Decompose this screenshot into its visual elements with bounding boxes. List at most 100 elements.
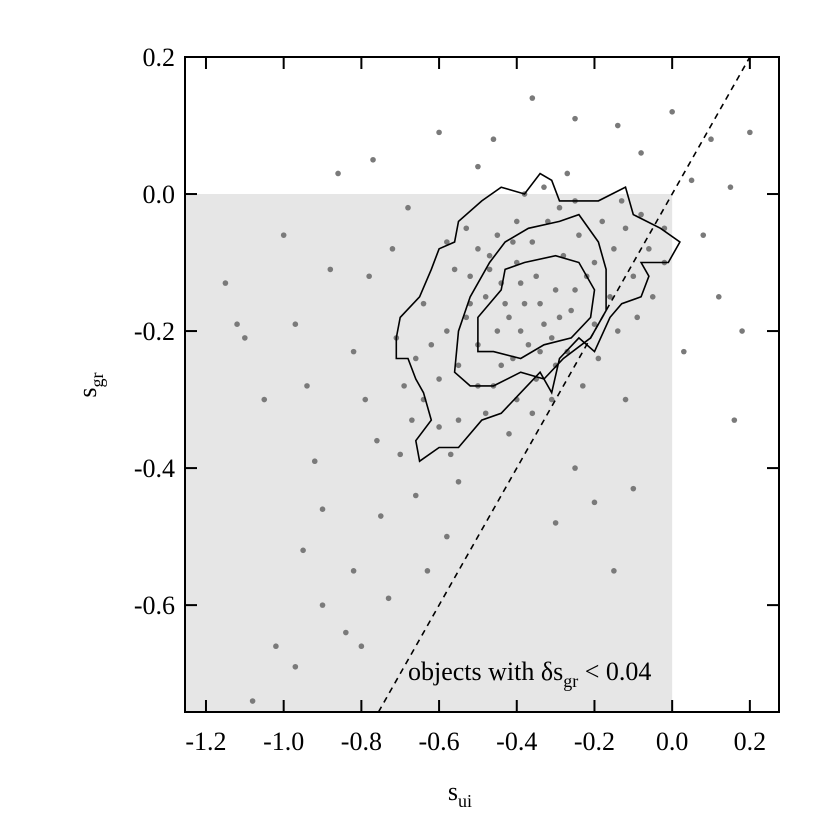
point [731, 417, 738, 423]
point [436, 424, 442, 430]
point [498, 362, 505, 369]
point [300, 547, 306, 554]
x-tick-label: 0.0 [656, 727, 689, 756]
point [630, 485, 637, 492]
point [463, 225, 470, 232]
point [455, 417, 462, 423]
y-axis-label: sgr [73, 372, 107, 397]
point [708, 136, 714, 143]
point [242, 335, 248, 341]
point [564, 348, 571, 355]
point [552, 287, 559, 293]
point [747, 129, 753, 136]
point [525, 341, 532, 348]
x-label-main: s [448, 777, 458, 806]
point [533, 273, 539, 280]
point [428, 341, 435, 348]
point [727, 184, 734, 190]
point [517, 328, 524, 334]
point [572, 115, 578, 122]
point [739, 328, 745, 334]
point [638, 211, 644, 218]
x-label-sub: ui [458, 791, 472, 811]
annotation-sub: gr [563, 671, 578, 691]
point [552, 520, 559, 526]
point [482, 410, 489, 417]
point [444, 328, 450, 334]
point [385, 595, 392, 602]
contour [477, 254, 596, 360]
point [412, 492, 419, 499]
y-tick-label: 0.2 [143, 43, 176, 72]
point [529, 239, 536, 245]
annotation: objects with δsgr < 0.04 [408, 657, 651, 691]
point [292, 321, 299, 328]
point [234, 321, 240, 328]
point [304, 383, 310, 389]
point [517, 280, 524, 286]
point [222, 280, 229, 286]
plot-frame [184, 56, 780, 713]
point [611, 568, 617, 574]
point [591, 321, 598, 328]
point [529, 410, 536, 417]
point [506, 431, 512, 437]
x-tick-label: -1.0 [263, 727, 304, 756]
x-tick-label: -0.8 [341, 727, 382, 756]
point [261, 396, 268, 403]
point [319, 506, 326, 512]
point [529, 95, 536, 101]
point [377, 513, 384, 519]
x-tick-label: -0.4 [496, 727, 537, 756]
point [591, 259, 598, 266]
point [614, 328, 621, 334]
point [358, 643, 365, 650]
point [444, 239, 450, 245]
point [611, 246, 617, 252]
point [280, 232, 287, 238]
y-label-main: s [73, 387, 102, 397]
point [455, 362, 462, 369]
point [420, 300, 427, 307]
point [715, 294, 722, 300]
point [548, 335, 555, 341]
point [556, 204, 563, 211]
shaded-region [185, 194, 673, 712]
point [572, 287, 578, 293]
point [622, 225, 629, 232]
point [436, 129, 442, 136]
point [494, 232, 501, 238]
point [669, 109, 675, 115]
point [506, 314, 512, 321]
point [545, 218, 551, 225]
point [409, 417, 415, 423]
point [580, 383, 586, 389]
point [311, 458, 318, 465]
annotation-text: objects with δs [408, 657, 563, 686]
point [370, 156, 376, 163]
point [436, 376, 442, 382]
x-tick-label: -0.2 [574, 727, 615, 756]
point [397, 451, 404, 458]
x-tick-label: -0.6 [418, 727, 459, 756]
point [362, 396, 369, 403]
point [576, 232, 582, 238]
point [572, 465, 578, 471]
point [513, 218, 520, 225]
point [389, 246, 396, 252]
contour [453, 213, 607, 387]
point [350, 568, 357, 574]
point [366, 273, 372, 280]
annotation-tail: < 0.04 [578, 657, 651, 686]
point [541, 321, 547, 328]
point [634, 314, 641, 321]
y-tick-label: -0.4 [134, 454, 175, 483]
point [541, 184, 547, 190]
point [405, 204, 411, 211]
point [494, 328, 501, 334]
point [599, 218, 606, 225]
point [343, 629, 349, 636]
point [463, 314, 470, 321]
point [681, 348, 687, 355]
